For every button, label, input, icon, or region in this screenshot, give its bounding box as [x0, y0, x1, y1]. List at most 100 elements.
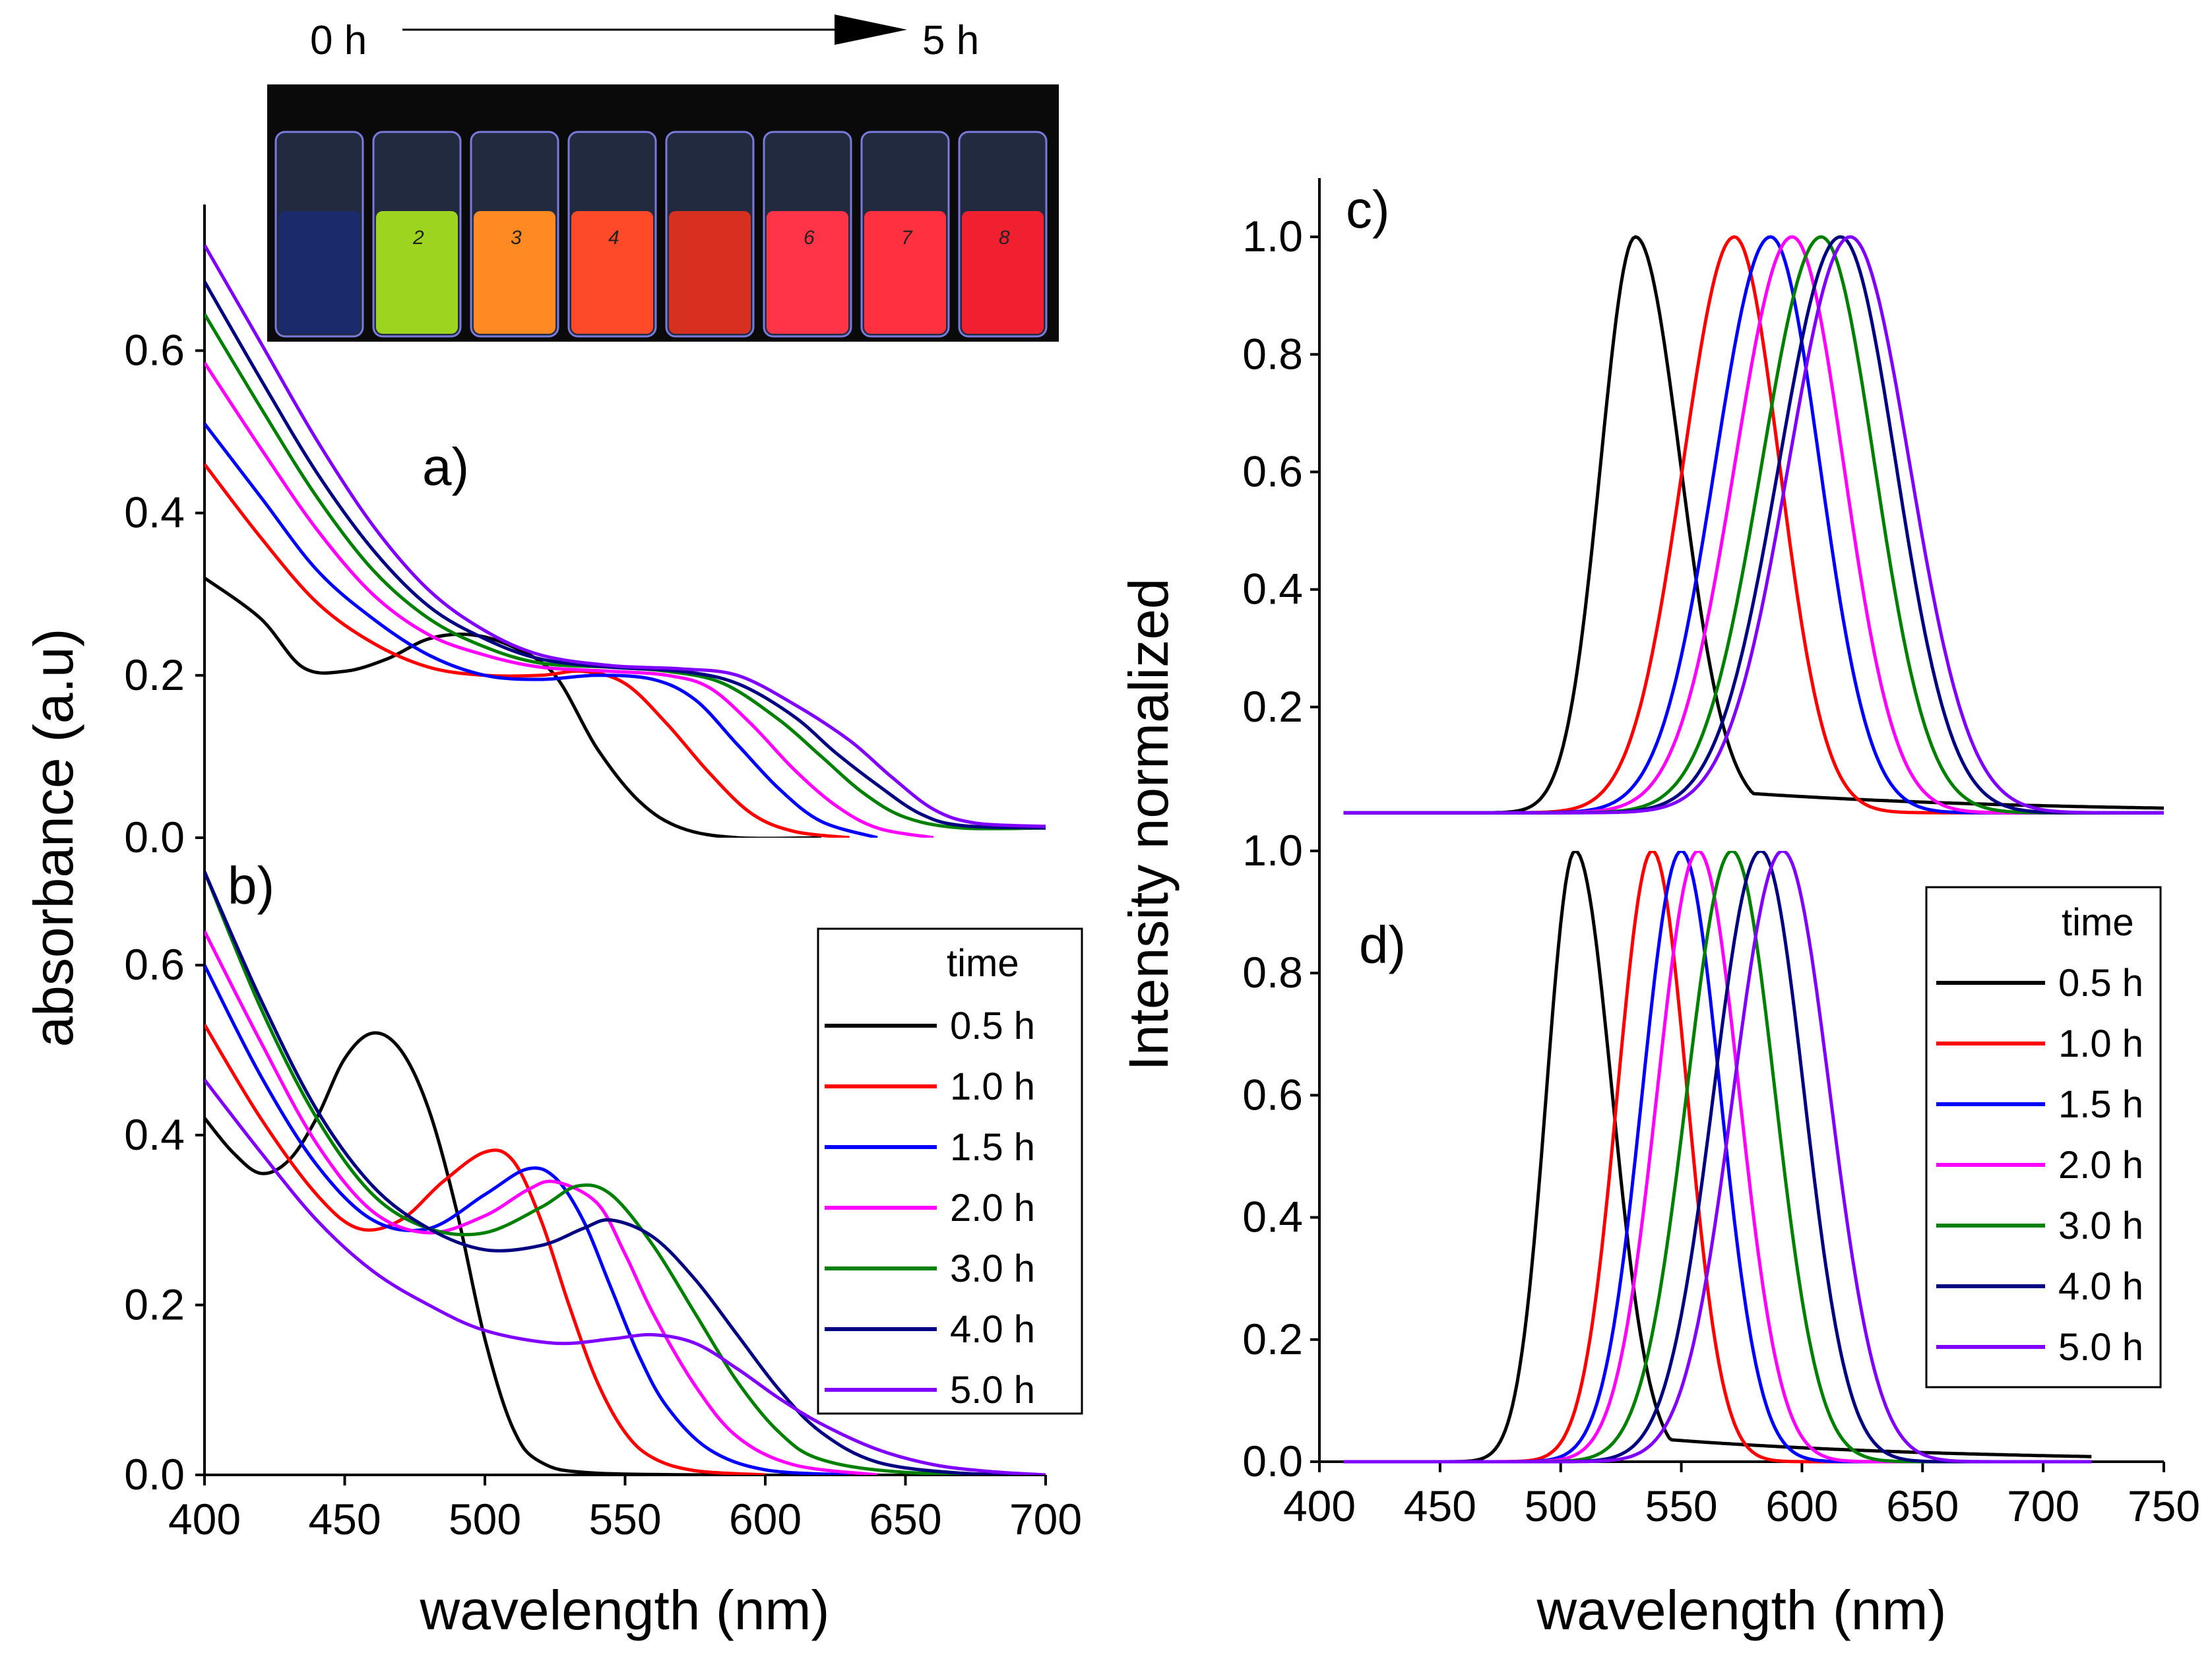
panel-label-d: d) — [1359, 916, 1406, 974]
series-a — [205, 244, 1046, 838]
xtick-label: 600 — [729, 1495, 802, 1544]
legend-b-frame — [817, 927, 1083, 1415]
vial-liquid-6 — [767, 211, 848, 334]
ticks-ab: 0.0 0.2 0.4 0.6 0.0 0.2 0.4 0.6 400 450 500 550 600 6… — [124, 326, 1082, 1544]
line-c-4_0h — [1343, 235, 2164, 815]
ytick-label: 0.2 — [124, 650, 185, 699]
xtick-label: 500 — [1525, 1481, 1597, 1530]
vial-liquid-5 — [669, 211, 751, 334]
legend-label-1: 1.0 h — [950, 1065, 1035, 1108]
line-b-1_0h — [205, 1024, 766, 1475]
ytick-label: 0.0 — [124, 1450, 185, 1499]
series-b — [205, 871, 1046, 1475]
line-c-5_0h — [1343, 235, 2164, 815]
legend-label-6: 5.0 h — [950, 1369, 1035, 1412]
legend-d-entries: 0.5 h 1.0 h 1.5 h 2.0 h 3.0 h 4.0 h 5.0 h — [1936, 962, 2143, 1369]
ytick-label: 0.2 — [124, 1280, 185, 1328]
line-c-1_5h — [1343, 235, 2164, 815]
ytick-label: 0.6 — [1242, 447, 1303, 495]
line-b-1_5h — [205, 964, 850, 1475]
vial-liquid-7 — [864, 211, 946, 334]
line-a-1_0h — [205, 463, 850, 838]
legend-label-3: 2.0 h — [950, 1187, 1035, 1230]
vial-number-6: 6 — [804, 227, 815, 249]
vial-liquid-4 — [571, 211, 653, 334]
line-c-0_5h — [1343, 235, 2164, 815]
ticks-cd: 0.2 0.4 0.6 0.8 1.0 0.0 0.2 0.4 0.6 0.8 1.0 400 450 5… — [1242, 212, 2200, 1530]
legend-label-2: 1.5 h — [2058, 1083, 2143, 1126]
vial-number-4: 4 — [608, 227, 619, 249]
legend-d-title: time — [2062, 901, 2134, 944]
line-a-1_5h — [205, 422, 878, 838]
line-b-5_0h — [205, 1078, 1046, 1475]
panel-label-b: b) — [228, 856, 274, 915]
ytick-label: 0.0 — [124, 813, 185, 861]
xtick-label: 550 — [1645, 1481, 1718, 1530]
panel-cd-axes: 0.2 0.4 0.6 0.8 1.0 0.0 0.2 0.4 0.6 0.8 1.0 400 450 5… — [1242, 178, 2200, 1530]
xtick-label: 400 — [1283, 1481, 1356, 1530]
legend-d: time 0.5 h 1.0 h 1.5 h 2.0 h 3.0 h 4.0 h 5.0 h — [1925, 886, 2162, 1388]
panel-label-a: a) — [422, 437, 469, 496]
legend-b: time 0.5 h 1.0 h 1.5 h 2.0 h 3.0 h 4.0 h 5.0 h — [817, 927, 1083, 1415]
legend-label-3: 2.0 h — [2058, 1144, 2143, 1187]
line-a-2_0h — [205, 361, 934, 838]
vial-number-7: 7 — [901, 227, 913, 249]
ytick-label: 0.4 — [1242, 565, 1303, 613]
ytick-label: 1.0 — [1242, 826, 1303, 875]
legend-label-2: 1.5 h — [950, 1126, 1035, 1169]
ytick-label: 0.8 — [1242, 948, 1303, 997]
vial-number-8: 8 — [999, 227, 1010, 249]
line-c-1_0h — [1343, 235, 2164, 815]
ytick-label: 1.0 — [1242, 212, 1303, 261]
line-c-3_0h — [1343, 235, 2164, 815]
ytick-label: 0.4 — [1242, 1193, 1303, 1241]
left-y-axis-title: absorbance (a.u) — [22, 628, 84, 1047]
legend-label-5: 4.0 h — [2058, 1265, 2143, 1308]
ytick-label: 0.6 — [124, 940, 185, 989]
xtick-label: 650 — [1886, 1481, 1959, 1530]
panel-label-c: c) — [1346, 180, 1390, 239]
legend-label-6: 5.0 h — [2058, 1326, 2143, 1369]
xtick-label: 750 — [2128, 1481, 2200, 1530]
legend-label-4: 3.0 h — [950, 1247, 1035, 1290]
xtick-label: 700 — [2007, 1481, 2079, 1530]
legend-label-1: 1.0 h — [2058, 1022, 2143, 1065]
ytick-label: 0.4 — [124, 1110, 185, 1159]
line-a-3_0h — [205, 313, 1046, 830]
legend-b-title: time — [947, 942, 1019, 985]
vials: 2 3 4 6 7 8 — [274, 131, 1048, 338]
xtick-label: 450 — [308, 1495, 381, 1544]
xtick-label: 400 — [168, 1495, 241, 1544]
legend-label-0: 0.5 h — [2058, 962, 2143, 1005]
photo-end-label: 5 h — [922, 18, 979, 63]
legend-b-entries: 0.5 h 1.0 h 1.5 h 2.0 h 3.0 h 4.0 h 5.0 h — [825, 1005, 1035, 1412]
line-a-5_0h — [205, 244, 1046, 828]
right-y-axis-title: Intensity normalized — [1118, 578, 1180, 1071]
line-b-3_0h — [205, 871, 1046, 1475]
xtick-label: 700 — [1009, 1495, 1082, 1544]
line-b-2_0h — [205, 930, 878, 1475]
vial-liquid-2 — [376, 211, 458, 334]
xtick-label: 450 — [1404, 1481, 1476, 1530]
xtick-label: 600 — [1765, 1481, 1838, 1530]
xtick-label: 500 — [449, 1495, 521, 1544]
ytick-label: 0.6 — [124, 326, 185, 375]
ytick-label: 0.4 — [124, 488, 185, 537]
panel-ab-axes: 0.0 0.2 0.4 0.6 0.0 0.2 0.4 0.6 400 450 500 550 600 6… — [124, 204, 1082, 1544]
vial-photo: 0 h 5 h 2 3 4 6 7 8 — [267, 15, 1059, 342]
line-b-4_0h — [205, 871, 1046, 1475]
xtick-label: 550 — [588, 1495, 661, 1544]
line-a-4_0h — [205, 280, 1046, 830]
legend-label-4: 3.0 h — [2058, 1204, 2143, 1247]
line-c-2_0h — [1343, 235, 2164, 815]
right-x-axis-title: wavelength (nm) — [1536, 1579, 1947, 1641]
vial-liquid-3 — [474, 211, 555, 334]
series-c — [1343, 235, 2164, 815]
line-a-0_5h — [205, 577, 821, 838]
ytick-label: 0.2 — [1242, 1315, 1303, 1363]
vial-number-2: 2 — [412, 227, 424, 249]
vial-liquid-8 — [962, 211, 1044, 334]
vial-number-3: 3 — [511, 227, 522, 249]
legend-d-frame — [1925, 886, 2162, 1388]
